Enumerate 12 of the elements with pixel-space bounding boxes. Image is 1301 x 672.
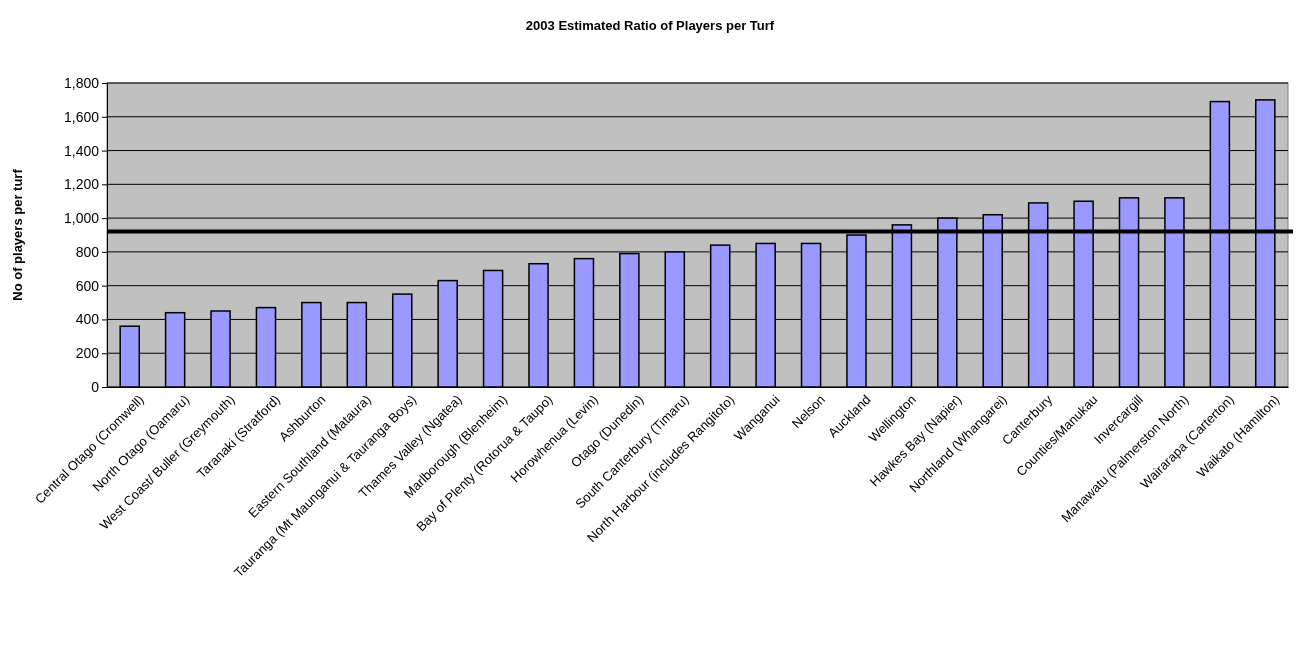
y-tick-label: 0 <box>91 378 100 395</box>
y-tick-label: 1,000 <box>63 210 100 227</box>
y-tick-label: 1,800 <box>63 74 100 91</box>
y-tick-label: 600 <box>75 277 100 294</box>
y-tick-label: 1,400 <box>63 142 100 159</box>
y-tick-label: 200 <box>75 345 100 362</box>
y-tick-label: 800 <box>75 243 100 260</box>
chart-title: 2003 Estimated Ratio of Players per Turf <box>525 18 775 33</box>
y-tick-label: 400 <box>75 311 100 328</box>
y-tick-label: 1,200 <box>63 176 100 193</box>
y-tick-label: 1,600 <box>63 108 100 125</box>
y-axis-title: No of players per turf <box>10 168 25 301</box>
